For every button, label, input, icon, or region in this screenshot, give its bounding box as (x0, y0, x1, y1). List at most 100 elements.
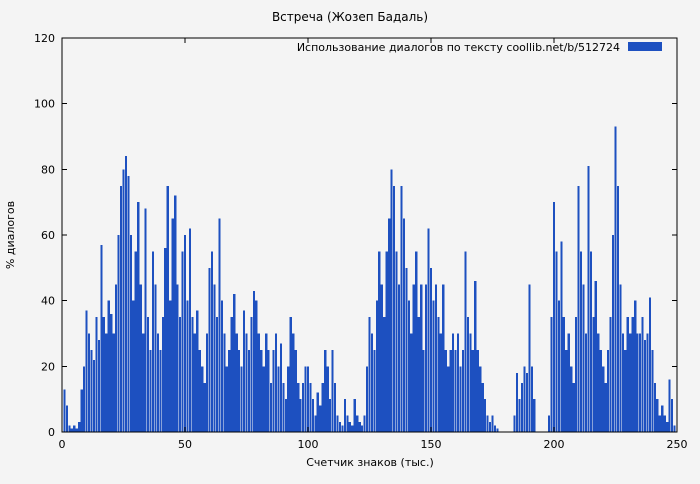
bar (183, 235, 187, 432)
bar (582, 284, 585, 432)
bar (115, 284, 118, 432)
bar (112, 333, 115, 432)
bar (127, 175, 130, 432)
bar (151, 251, 155, 432)
bar (607, 349, 610, 432)
bar (611, 235, 615, 432)
bar (666, 422, 669, 432)
bar (437, 317, 440, 432)
bar (624, 349, 627, 432)
bar (201, 366, 204, 432)
bar (452, 333, 455, 432)
bar (159, 349, 162, 432)
bar (412, 284, 415, 432)
bar (594, 280, 597, 432)
bar (262, 366, 265, 432)
x-tick-label: 100 (298, 438, 319, 451)
bar (575, 317, 578, 432)
bar (87, 333, 91, 432)
x-tick-label: 250 (667, 438, 688, 451)
bar (144, 208, 147, 432)
bar (252, 290, 255, 432)
bar (351, 425, 354, 432)
bar (247, 349, 251, 432)
bar (397, 284, 401, 432)
bar (68, 425, 71, 432)
bar (469, 333, 472, 432)
bar (424, 284, 428, 432)
bar (306, 366, 310, 432)
bar (375, 300, 378, 432)
bar (599, 349, 602, 432)
bar (161, 317, 164, 432)
x-tick-label: 200 (544, 438, 565, 451)
bar (156, 333, 160, 432)
bar (321, 382, 324, 432)
bar (193, 333, 196, 432)
bar (466, 317, 469, 432)
bar (454, 349, 457, 432)
bar (427, 228, 430, 432)
bar (444, 349, 447, 432)
bar (137, 202, 140, 432)
bar (395, 251, 398, 432)
bar (176, 284, 179, 432)
bar (429, 267, 433, 432)
bar (97, 340, 100, 432)
bar (570, 366, 573, 432)
bar (449, 349, 452, 432)
bar (363, 415, 366, 432)
y-tick-label: 80 (41, 163, 55, 176)
bar (442, 284, 445, 432)
bar (407, 300, 410, 432)
bar (643, 340, 647, 432)
bar (146, 317, 150, 432)
chart-title: Встреча (Жозеп Бадаль) (272, 10, 428, 24)
bar (525, 372, 529, 432)
bar (459, 366, 462, 432)
bar (356, 415, 359, 432)
bar (552, 202, 556, 432)
bar (353, 399, 356, 432)
bar (385, 251, 388, 432)
bar (567, 333, 570, 432)
bar (63, 389, 66, 432)
bar (464, 251, 467, 432)
bar (260, 349, 263, 432)
bar (471, 349, 474, 432)
bar (604, 382, 607, 432)
bar (274, 333, 278, 432)
bar (166, 185, 169, 432)
bar (638, 333, 642, 432)
bar (547, 415, 551, 432)
bar (447, 366, 450, 432)
bar (488, 422, 492, 432)
bar (129, 235, 132, 432)
bar (417, 317, 420, 432)
bar (420, 284, 423, 432)
y-tick-label: 20 (41, 360, 55, 373)
bar (439, 333, 442, 432)
bar (336, 415, 339, 432)
bar (196, 310, 199, 432)
bar (100, 244, 103, 432)
bar (434, 284, 438, 432)
bar (299, 399, 302, 432)
bar (405, 267, 408, 432)
bar (476, 349, 479, 432)
bar (658, 415, 661, 432)
bar (486, 415, 489, 432)
bar (122, 169, 125, 432)
bar (287, 366, 290, 432)
bar (557, 300, 561, 432)
bar (164, 248, 167, 432)
bar (326, 366, 329, 432)
bar (461, 349, 465, 432)
x-tick-label: 0 (59, 438, 66, 451)
bar (562, 317, 565, 432)
bar (432, 300, 435, 432)
bar (105, 333, 108, 432)
x-axis-label: Счетчик знаков (тыс.) (306, 456, 434, 469)
bar (70, 428, 73, 432)
